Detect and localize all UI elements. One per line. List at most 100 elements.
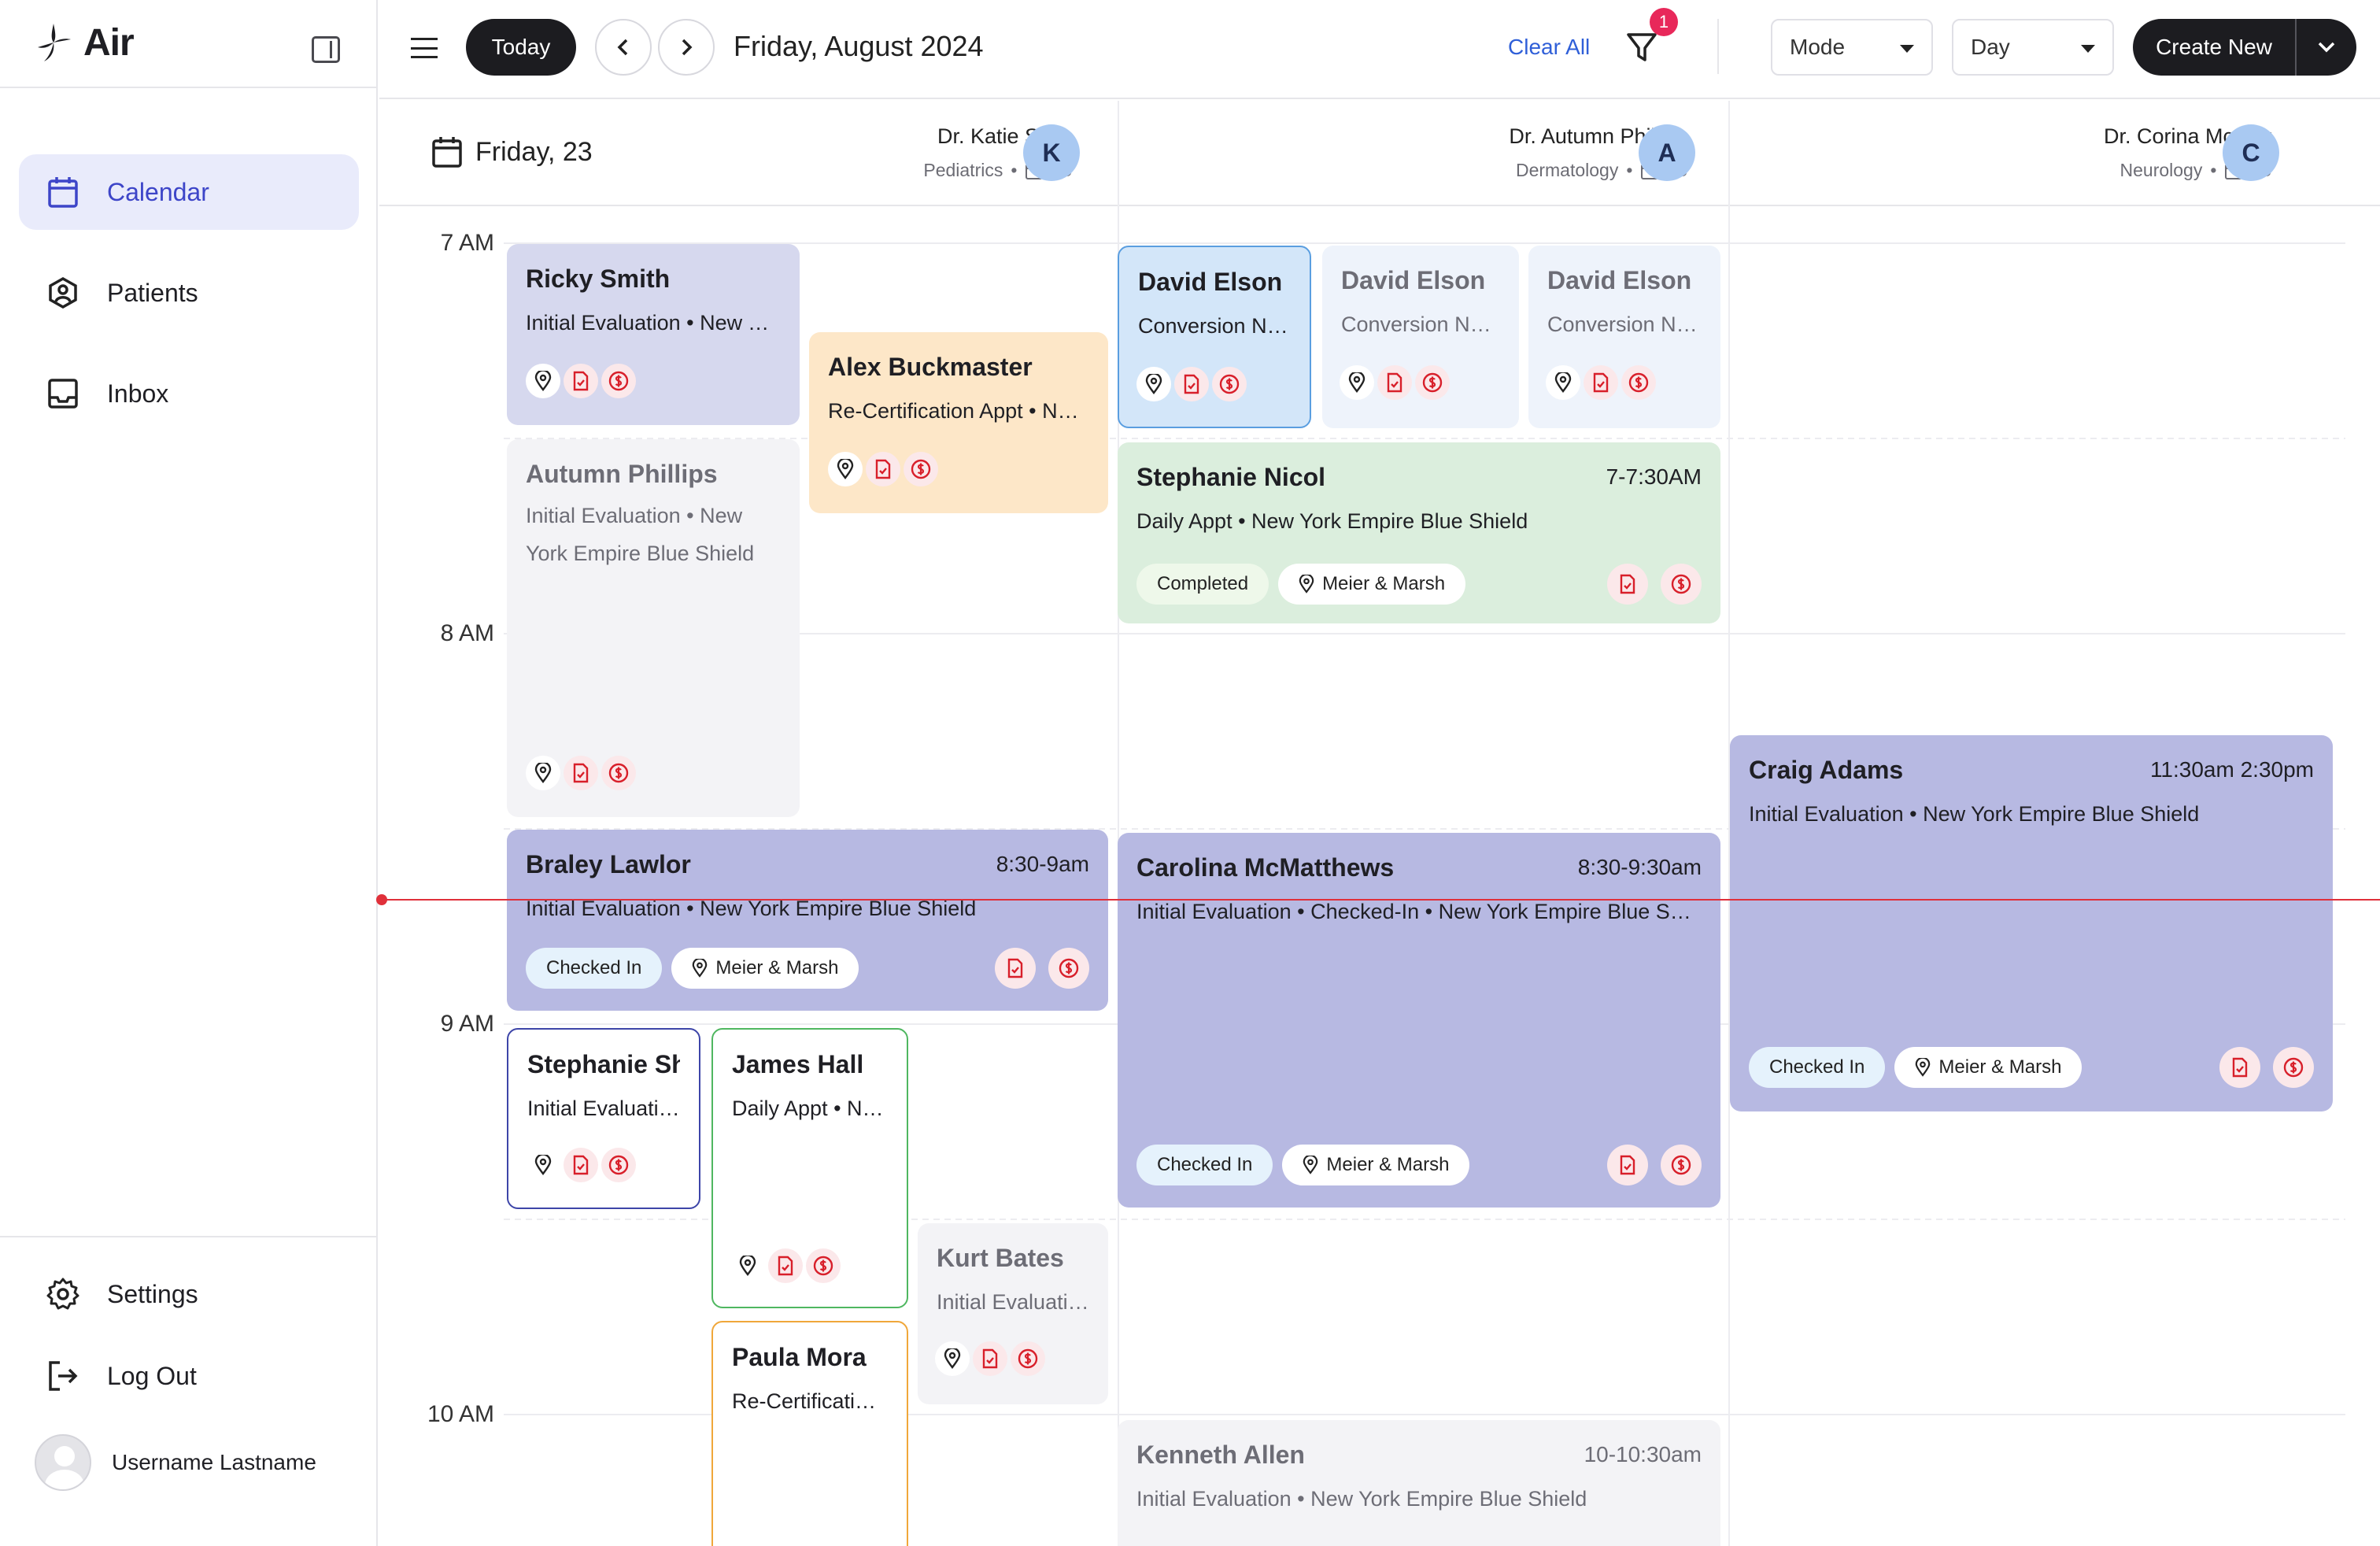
next-button[interactable] [658,19,715,76]
sidebar-item-patients[interactable]: Patients [19,255,359,331]
status-badge[interactable]: Checked In [1136,1145,1273,1185]
billing-icon[interactable] [806,1248,841,1283]
appointment-card[interactable]: David Elson Conversion Note • New York E… [1118,246,1311,428]
dot-separator: • [1626,160,1633,180]
billing-icon[interactable] [1048,948,1089,989]
billing-icon[interactable] [1212,367,1247,401]
provider-avatar[interactable]: K [1023,124,1080,181]
view-select[interactable]: Day [1952,19,2114,76]
document-icon[interactable] [995,948,1036,989]
sidebar-item-label: Inbox [107,379,169,408]
document-icon[interactable] [1377,365,1412,400]
document-icon[interactable] [2219,1047,2260,1088]
document-icon[interactable] [866,452,900,486]
appointment-card[interactable]: Stephanie Nicol 7-7:30AM Daily Appt • Ne… [1118,442,1720,623]
clear-all-link[interactable]: Clear All [1508,35,1591,59]
document-icon[interactable] [1584,365,1618,400]
appointment-tags: Completed Meier & Marsh [1136,564,1466,605]
appointment-card[interactable]: Paula Mora Re-Certification Appt • New Y… [711,1321,908,1546]
location-icon[interactable] [526,1148,560,1182]
appointment-card[interactable]: Alex Buckmaster Re-Certification Appt • … [809,332,1108,513]
document-icon[interactable] [564,756,598,790]
app-name: Air [83,21,135,64]
dot-separator: • [2210,160,2217,180]
appointment-time: 8:30-9am [996,852,1089,876]
column-divider [1728,101,1730,1546]
sidebar-item-inbox[interactable]: Inbox [19,356,359,431]
location-icon [1303,1156,1318,1174]
sidebar-collapse-icon[interactable] [312,36,340,63]
billing-icon[interactable] [601,756,636,790]
create-new-button[interactable]: Create New [2133,19,2356,76]
location-icon[interactable] [526,756,560,790]
location-icon[interactable] [828,452,863,486]
toolbar-divider [1717,19,1719,74]
location-icon[interactable] [1546,365,1580,400]
appointment-details: Re-Certification Appt • New York Empire … [732,1389,888,1413]
location-badge[interactable]: Meier & Marsh [1282,1145,1470,1185]
billing-icon[interactable] [601,364,636,398]
billing-icon[interactable] [1661,564,1702,605]
appointment-card[interactable]: Ricky Smith Initial Evaluation • New Yor… [507,244,800,425]
document-icon[interactable] [1607,1145,1648,1185]
appointment-card[interactable]: Carolina McMatthews 8:30-9:30am Initial … [1118,833,1720,1208]
appointment-card[interactable]: Kurt Bates Initial Evaluation • New York… [918,1223,1108,1404]
appointment-icons [1136,367,1247,401]
appointment-card[interactable]: Kenneth Allen 10-10:30am Initial Evaluat… [1118,1420,1720,1546]
appointment-card[interactable]: David Elson Conversion Note • New York E… [1322,246,1519,428]
appointment-icons [526,756,636,790]
billing-icon[interactable] [1621,365,1656,400]
prev-button[interactable] [595,19,652,76]
appointment-details: Initial Evaluation • New York Empire Blu… [937,1290,1089,1314]
status-badge[interactable]: Completed [1136,564,1269,605]
location-badge[interactable]: Meier & Marsh [671,948,859,989]
filter-icon[interactable] [1626,31,1658,63]
billing-icon[interactable] [2273,1047,2314,1088]
chevron-down-icon[interactable] [2297,41,2356,54]
location-icon[interactable] [526,364,560,398]
document-icon[interactable] [768,1248,803,1283]
location-badge[interactable]: Meier & Marsh [1894,1047,2082,1088]
user-profile[interactable]: Username Lastname [35,1434,316,1491]
appointment-icons [730,1248,841,1283]
status-badge[interactable]: Checked In [526,948,663,989]
location-badge[interactable]: Meier & Marsh [1278,564,1466,605]
sidebar-item-label: Patients [107,278,198,307]
location-icon[interactable] [935,1341,970,1376]
provider-avatar[interactable]: C [2223,124,2279,181]
sidebar-item-logout[interactable]: Log Out [19,1338,359,1414]
logout-icon [46,1359,80,1393]
sidebar-item-settings[interactable]: Settings [19,1256,359,1332]
appointment-card[interactable]: Stephanie Sharp Initial Evaluation • New… [507,1028,700,1209]
current-time-dot [376,894,387,905]
appointment-card[interactable]: Braley Lawlor 8:30-9am Initial Evaluatio… [507,830,1108,1011]
gear-icon [46,1277,80,1311]
document-icon[interactable] [1607,564,1648,605]
billing-icon[interactable] [1415,365,1450,400]
location-icon[interactable] [1136,367,1171,401]
appointment-actions [1607,1145,1702,1185]
appointment-card[interactable]: Autumn Phillips Initial Evaluation • New… [507,439,800,817]
location-icon[interactable] [1340,365,1374,400]
app-logo[interactable]: Air [31,20,135,65]
document-icon[interactable] [564,1148,598,1182]
billing-icon[interactable] [1011,1341,1045,1376]
mode-select[interactable]: Mode [1771,19,1933,76]
provider-avatar[interactable]: A [1639,124,1695,181]
status-badge[interactable]: Checked In [1749,1047,1886,1088]
location-icon[interactable] [730,1248,765,1283]
sidebar-item-calendar[interactable]: Calendar [19,154,359,230]
billing-icon[interactable] [601,1148,636,1182]
menu-icon[interactable] [411,38,438,58]
appointment-card[interactable]: Craig Adams 11:30am 2:30pm Initial Evalu… [1730,735,2333,1111]
document-icon[interactable] [973,1341,1007,1376]
user-name: Username Lastname [112,1450,316,1474]
button-divider [2295,19,2297,76]
billing-icon[interactable] [904,452,938,486]
document-icon[interactable] [1174,367,1209,401]
appointment-card[interactable]: James Hall Daily Appt • New York Empire … [711,1028,908,1308]
document-icon[interactable] [564,364,598,398]
today-button[interactable]: Today [466,19,576,76]
billing-icon[interactable] [1661,1145,1702,1185]
appointment-card[interactable]: David Elson Conversion Note • New York E… [1528,246,1720,428]
